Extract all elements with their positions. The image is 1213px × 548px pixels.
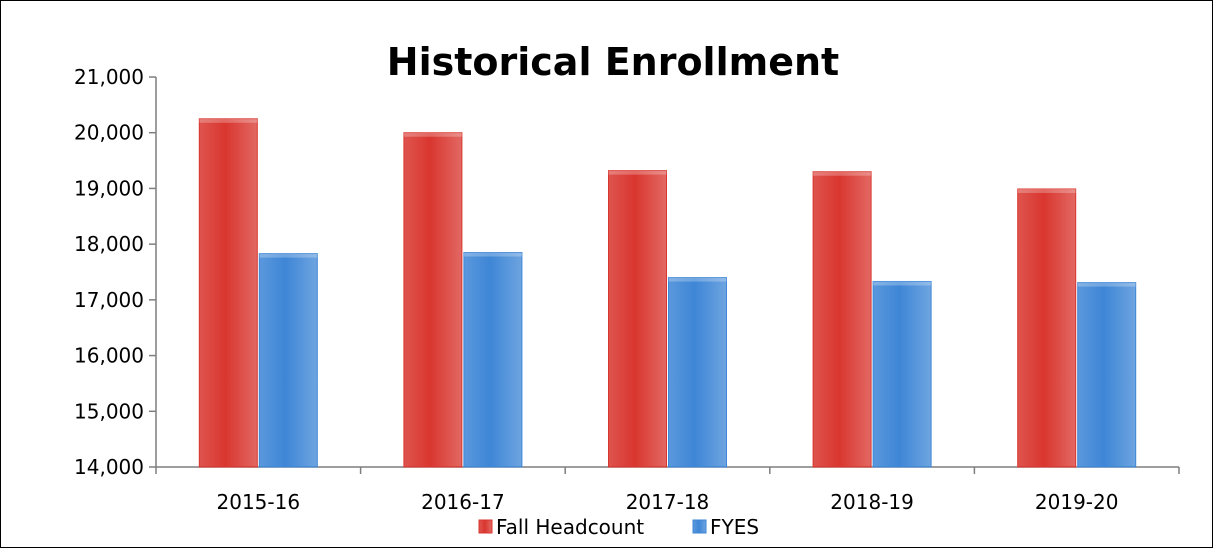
legend-swatch	[478, 519, 493, 534]
y-tick-label: 15,000	[74, 399, 144, 423]
bar-top-highlight	[873, 281, 932, 286]
bar-fall-headcount-2017-18	[608, 170, 667, 468]
x-axis: 2015-16 2016-17 2017-18 2018-19 2019-20	[155, 466, 1180, 514]
bar-top-highlight	[1077, 282, 1136, 287]
bar-top-highlight	[668, 277, 727, 282]
bars	[198, 118, 1137, 468]
legend-label: Fall Headcount	[496, 515, 644, 539]
bar-fall-headcount-2016-17	[403, 132, 463, 468]
bar-top-highlight	[463, 252, 522, 257]
bar-fall-headcount-2019-20	[1017, 188, 1077, 468]
bar-top-highlight	[608, 170, 667, 175]
y-tick-label: 14,000	[74, 455, 144, 479]
y-tick-label: 20,000	[74, 121, 144, 145]
y-tick-label: 19,000	[74, 176, 144, 200]
bar-fyes-2016-17	[463, 252, 523, 468]
bar-fyes-2015-16	[258, 253, 318, 468]
y-tick-label: 16,000	[74, 344, 144, 368]
x-tick-label: 2017-18	[626, 490, 710, 514]
legend: Fall Headcount FYES	[478, 515, 759, 539]
legend-swatch	[692, 519, 707, 534]
bar-fyes-2019-20	[1077, 282, 1137, 468]
x-tick-label: 2016-17	[421, 490, 505, 514]
legend-label: FYES	[710, 515, 759, 539]
bar-fyes-2018-19	[872, 280, 932, 468]
x-tick-label: 2019-20	[1035, 490, 1119, 514]
chart-title: Historical Enrollment	[387, 40, 839, 84]
bar-fall-headcount-2015-16	[198, 118, 258, 468]
y-tick-label: 21,000	[74, 65, 144, 89]
bar-top-highlight	[259, 253, 318, 258]
bar-top-highlight	[199, 118, 258, 123]
bar-fall-headcount-2018-19	[812, 171, 872, 468]
bar-top-highlight	[403, 132, 462, 137]
y-tick-label: 17,000	[74, 288, 144, 312]
bar-fyes-2017-18	[668, 277, 727, 468]
bar-top-highlight	[1017, 188, 1076, 193]
x-tick-label: 2018-19	[830, 490, 914, 514]
bar-top-highlight	[813, 171, 872, 176]
y-tick-label: 18,000	[74, 232, 144, 256]
x-tick-label: 2015-16	[217, 490, 301, 514]
y-axis: 14,000 15,000 16,000 17,000 18,000 19,000 20,0…	[74, 65, 157, 479]
